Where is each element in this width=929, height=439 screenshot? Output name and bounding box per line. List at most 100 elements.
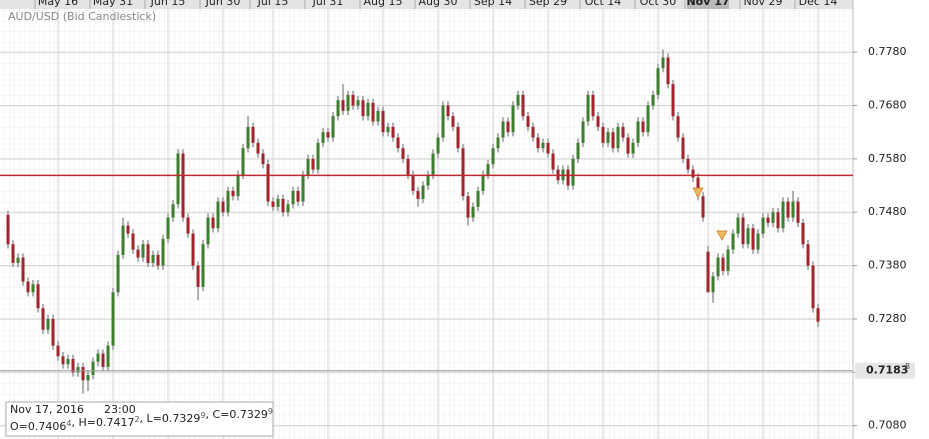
- candle-body: [641, 121, 645, 133]
- candle-body: [116, 254, 120, 293]
- candle-body: [296, 190, 300, 202]
- candle-body: [801, 222, 805, 245]
- candle-body: [231, 190, 235, 197]
- candle-body: [166, 217, 170, 239]
- candle-body: [491, 148, 495, 165]
- candle-body: [356, 100, 360, 106]
- y-tick-label: 0.7680: [868, 99, 907, 112]
- readout-pip: 9: [200, 411, 205, 420]
- candle-body: [26, 281, 30, 293]
- candle-body: [616, 126, 620, 149]
- candle-body: [456, 126, 460, 149]
- candle-body: [796, 201, 800, 223]
- candle-body: [381, 110, 385, 133]
- y-tick-label: 0.7780: [868, 45, 907, 58]
- candle-body: [316, 142, 320, 170]
- x-tick-label: Oct 14: [585, 0, 622, 8]
- candle-body: [786, 201, 790, 218]
- candle-body: [241, 148, 245, 175]
- candle-layer: [6, 49, 820, 394]
- readout-time: 23:00: [104, 403, 136, 416]
- last-price-box: [855, 362, 915, 379]
- candle-body: [746, 228, 750, 245]
- x-tick-label: Jun 30: [205, 0, 241, 8]
- candle-body: [636, 121, 640, 143]
- x-tick-label: Dec 14: [799, 0, 838, 8]
- readout-value: , H=0.7417: [71, 416, 134, 429]
- candle-body: [36, 284, 40, 309]
- x-tick-label: May 31: [93, 0, 133, 8]
- signal-marker: [716, 230, 728, 241]
- candle-body: [646, 105, 650, 133]
- candle-body: [91, 361, 95, 375]
- candle-body: [596, 116, 600, 127]
- candle-body: [756, 233, 760, 250]
- candle-body: [626, 137, 630, 154]
- candle-body: [6, 214, 10, 245]
- candle-body: [246, 126, 250, 149]
- x-tick-label: Jul 31: [312, 0, 344, 8]
- candle-body: [781, 201, 785, 229]
- candle-body: [176, 153, 180, 205]
- candle-body: [586, 94, 590, 122]
- candle-body: [671, 84, 675, 117]
- candle-body: [371, 102, 375, 122]
- candle-body: [51, 318, 55, 346]
- candle-body: [126, 225, 130, 234]
- candle-body: [666, 57, 670, 85]
- candle-body: [661, 57, 665, 69]
- x-tick-label: Oct 30: [640, 0, 677, 8]
- candle-body: [46, 318, 50, 330]
- candle-body: [376, 110, 380, 122]
- candle-body: [336, 100, 340, 117]
- candle-body: [346, 94, 350, 111]
- candle-body: [431, 153, 435, 175]
- candle-body: [11, 244, 15, 263]
- candle-body: [331, 116, 335, 138]
- candle-body: [731, 233, 735, 250]
- x-tick-label: Sep 14: [474, 0, 512, 8]
- candle-body: [391, 126, 395, 138]
- candle-body: [791, 201, 795, 218]
- x-tick-label: May 16: [38, 0, 78, 8]
- candle-body: [656, 68, 660, 95]
- candle-body: [291, 190, 295, 205]
- candle-body: [281, 198, 285, 213]
- candle-body: [161, 238, 165, 266]
- candle-body: [441, 105, 445, 138]
- candle-body: [111, 292, 115, 346]
- candle-body: [421, 185, 425, 199]
- candle-body: [511, 105, 515, 133]
- candle-body: [476, 190, 480, 207]
- candle-body: [61, 356, 65, 365]
- x-tick-label: Nov 29: [744, 0, 783, 8]
- x-tick-label: Nov 17: [686, 0, 729, 8]
- candle-body: [101, 353, 105, 367]
- candle-body: [496, 137, 500, 149]
- candle-body: [751, 228, 755, 250]
- candle-body: [56, 345, 60, 357]
- candle-body: [536, 137, 540, 149]
- candle-body: [66, 358, 70, 365]
- candle-body: [651, 94, 655, 106]
- minor-grid: [0, 9, 853, 439]
- readout-value: O=0.7406: [10, 420, 66, 433]
- candle-body: [156, 254, 160, 266]
- candle-body: [436, 137, 440, 154]
- x-tick-label: Jul 15: [257, 0, 289, 8]
- candle-body: [481, 174, 485, 191]
- candle-body: [426, 174, 430, 186]
- candle-body: [551, 153, 555, 170]
- candle-body: [306, 158, 310, 175]
- candle-body: [251, 126, 255, 143]
- candle-body: [411, 174, 415, 191]
- y-tick-label: 0.7080: [868, 419, 907, 432]
- candle-body: [736, 217, 740, 234]
- candle-body: [201, 244, 205, 287]
- candle-body: [226, 190, 230, 213]
- candle-body: [146, 244, 150, 263]
- candle-body: [716, 257, 720, 277]
- candle-body: [806, 244, 810, 266]
- candle-body: [581, 121, 585, 143]
